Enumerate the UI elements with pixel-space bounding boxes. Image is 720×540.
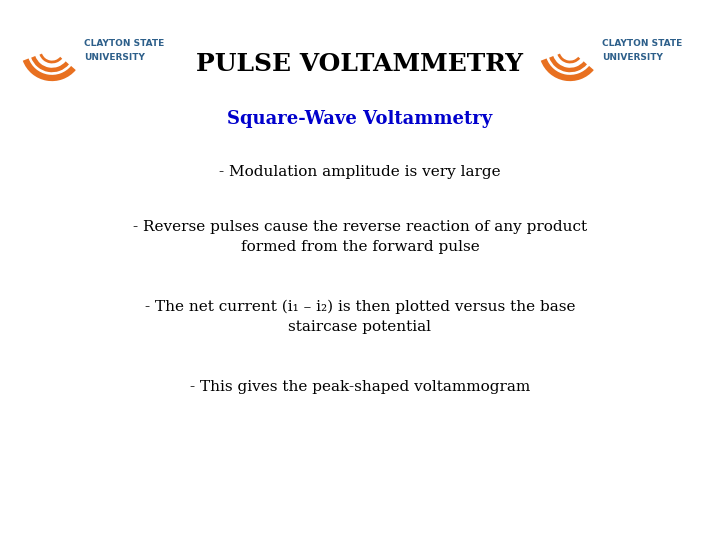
- Text: - The net current (i₁ – i₂) is then plotted versus the base: - The net current (i₁ – i₂) is then plot…: [145, 300, 575, 314]
- Text: - Reverse pulses cause the reverse reaction of any product: - Reverse pulses cause the reverse react…: [133, 220, 587, 234]
- Text: UNIVERSITY: UNIVERSITY: [602, 53, 663, 63]
- Text: formed from the forward pulse: formed from the forward pulse: [240, 240, 480, 254]
- Text: UNIVERSITY: UNIVERSITY: [84, 53, 145, 63]
- Text: - This gives the peak-shaped voltammogram: - This gives the peak-shaped voltammogra…: [190, 380, 530, 394]
- Text: PULSE VOLTAMMETRY: PULSE VOLTAMMETRY: [197, 52, 523, 76]
- Text: CLAYTON STATE: CLAYTON STATE: [84, 38, 164, 48]
- Text: staircase potential: staircase potential: [289, 320, 431, 334]
- Text: CLAYTON STATE: CLAYTON STATE: [602, 38, 683, 48]
- Text: - Modulation amplitude is very large: - Modulation amplitude is very large: [219, 165, 501, 179]
- Text: Square-Wave Voltammetry: Square-Wave Voltammetry: [228, 110, 492, 128]
